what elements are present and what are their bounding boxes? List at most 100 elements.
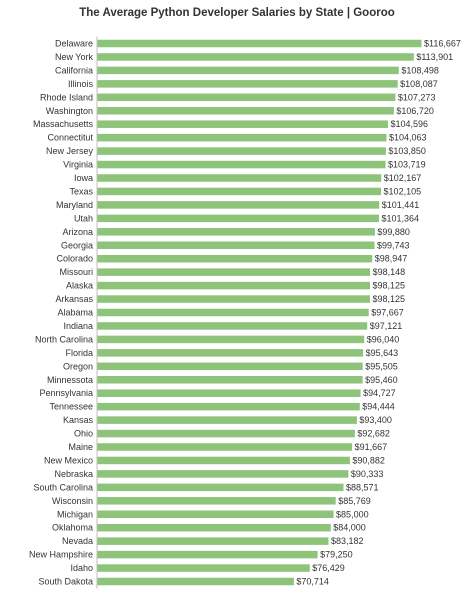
data-label: $116,667 (424, 39, 461, 49)
category-label: Nevada (62, 536, 93, 546)
data-label: $95,643 (366, 348, 399, 358)
data-label: $92,682 (357, 429, 390, 439)
data-label: $83,182 (331, 536, 364, 546)
data-label: $90,882 (352, 455, 385, 465)
bar (97, 174, 382, 182)
bar (97, 241, 375, 249)
bar (97, 214, 380, 223)
bar (97, 537, 329, 545)
data-label: $113,901 (416, 52, 453, 62)
bar (97, 510, 334, 518)
bar (97, 228, 375, 236)
bar (97, 187, 382, 196)
category-label: Colorado (56, 254, 93, 264)
category-label: Missouri (59, 267, 93, 277)
bar (97, 577, 294, 586)
category-label: Iowa (74, 173, 93, 183)
category-label: New York (55, 52, 94, 62)
data-label: $95,505 (365, 361, 398, 371)
bar (97, 281, 371, 290)
data-label: $98,947 (375, 254, 408, 264)
category-label: Arkansas (55, 294, 93, 304)
bar (97, 470, 349, 478)
data-label: $102,105 (384, 186, 422, 196)
category-label: Delaware (55, 39, 93, 49)
data-label: $97,121 (370, 321, 403, 331)
data-label: $98,125 (373, 294, 406, 304)
category-label: Oregon (63, 361, 93, 371)
data-label: $106,720 (396, 106, 434, 116)
bar (97, 254, 373, 263)
data-label: $79,250 (320, 550, 353, 560)
data-label: $93,400 (359, 415, 392, 425)
bar (97, 362, 363, 371)
category-label: North Carolina (35, 334, 93, 344)
bar (97, 308, 369, 317)
bar (97, 376, 363, 384)
category-label: Kansas (63, 415, 94, 425)
bar (97, 456, 350, 465)
category-label: Connectitut (47, 133, 93, 143)
category-label: New Jersey (46, 146, 94, 156)
bar (97, 443, 353, 451)
bar (97, 416, 357, 424)
data-label: $96,040 (367, 334, 400, 344)
data-label: $94,727 (363, 388, 396, 398)
data-label: $95,460 (365, 375, 398, 385)
category-label: Ohio (74, 429, 93, 439)
category-label: Utah (74, 213, 93, 223)
bar (97, 523, 331, 532)
category-label: Maryland (56, 200, 93, 210)
data-label: $98,148 (373, 267, 406, 277)
category-label: Arizona (62, 227, 93, 237)
category-label: Massachusetts (33, 119, 94, 129)
category-label: Georgia (61, 240, 93, 250)
bar (97, 93, 396, 102)
data-label: $84,000 (333, 523, 366, 533)
data-label: $108,498 (401, 65, 439, 75)
category-label: Rhode Island (40, 92, 93, 102)
category-label: Indiana (63, 321, 93, 331)
bar (97, 349, 364, 357)
bar (97, 497, 336, 505)
bar (97, 322, 368, 330)
category-label: Idaho (70, 563, 93, 573)
bar (97, 564, 310, 572)
bar (97, 147, 386, 155)
category-label: Washington (46, 106, 93, 116)
category-label: South Carolina (33, 482, 93, 492)
category-label: New Mexico (44, 455, 93, 465)
data-label: $101,441 (382, 200, 420, 210)
category-label: Alabama (57, 308, 93, 318)
bar (97, 120, 388, 128)
bar (97, 295, 371, 303)
category-label: New Hampshire (29, 550, 93, 560)
category-label: Maine (68, 442, 93, 452)
data-label: $99,880 (377, 227, 410, 237)
category-label: Alaska (66, 281, 93, 291)
data-label: $85,000 (336, 509, 369, 519)
category-label: Florida (65, 348, 93, 358)
bar (97, 80, 398, 88)
category-label: Oklahoma (52, 523, 93, 533)
category-label: Texas (69, 186, 93, 196)
data-label: $70,714 (296, 577, 329, 587)
data-label: $85,769 (338, 496, 371, 506)
data-label: $97,667 (371, 308, 404, 318)
data-label: $102,167 (384, 173, 422, 183)
data-label: $107,273 (398, 92, 436, 102)
bar (97, 429, 355, 438)
data-label: $101,364 (382, 213, 420, 223)
bar (97, 53, 414, 61)
category-label: Pennsylvania (39, 388, 93, 398)
bar (97, 335, 365, 344)
category-label: California (55, 65, 93, 75)
data-label: $104,063 (389, 133, 427, 143)
data-label: $108,087 (400, 79, 438, 89)
bar (97, 107, 394, 115)
bar (97, 201, 380, 209)
category-label: Minnessota (47, 375, 93, 385)
bar (97, 550, 318, 559)
chart-title: The Average Python Developer Salaries by… (79, 7, 395, 19)
